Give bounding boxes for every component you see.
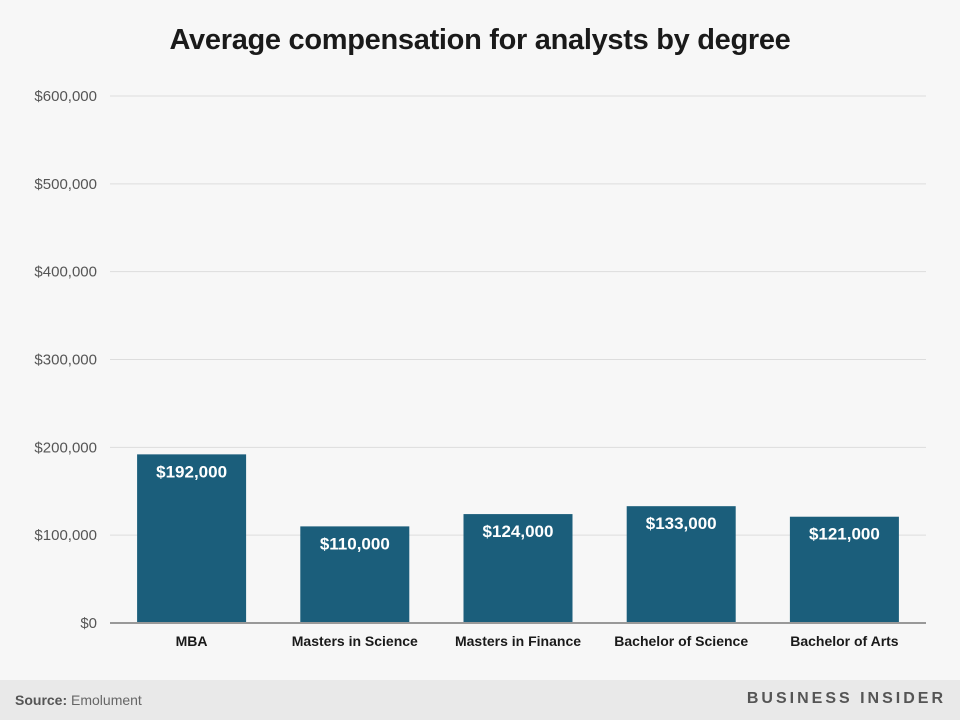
bar-chart: $0 $100,000 $200,000 $300,000 $400,000 $500,0… — [34, 88, 926, 649]
bar — [789, 516, 899, 623]
y-tick-label: $400,000 — [34, 264, 97, 281]
bar-value-label: $133,000 — [646, 514, 717, 533]
source-value: Emolument — [71, 692, 142, 708]
bar-value-label: $124,000 — [483, 522, 554, 541]
bar-value-label: $121,000 — [809, 525, 880, 544]
source-key: Source: — [15, 692, 68, 708]
x-category-label: MBA — [176, 633, 208, 649]
x-category-label: Masters in Finance — [455, 633, 581, 649]
x-category-label: Bachelor of Arts — [790, 633, 899, 649]
source-note: Source: Emolument — [15, 692, 142, 708]
y-tick-label: $300,000 — [34, 352, 97, 369]
chart-title: Average compensation for analysts by deg… — [169, 24, 791, 56]
bar — [137, 454, 247, 623]
y-tick-label: $600,000 — [34, 88, 97, 105]
bar-value-label: $192,000 — [156, 462, 227, 481]
y-tick-label: $500,000 — [34, 176, 97, 193]
bar — [463, 514, 573, 623]
footer-bar: Source: Emolument BUSINESS INSIDER — [0, 680, 960, 720]
y-tick-label: $200,000 — [34, 439, 97, 456]
brand-logo: BUSINESS INSIDER — [746, 690, 946, 707]
x-category-label: Masters in Science — [292, 633, 418, 649]
y-tick-label: $100,000 — [34, 527, 97, 544]
bar — [300, 526, 410, 623]
x-category-label: Bachelor of Science — [614, 633, 748, 649]
bar — [626, 506, 736, 623]
bar-value-label: $110,000 — [320, 534, 390, 553]
y-tick-label: $0 — [80, 615, 97, 632]
